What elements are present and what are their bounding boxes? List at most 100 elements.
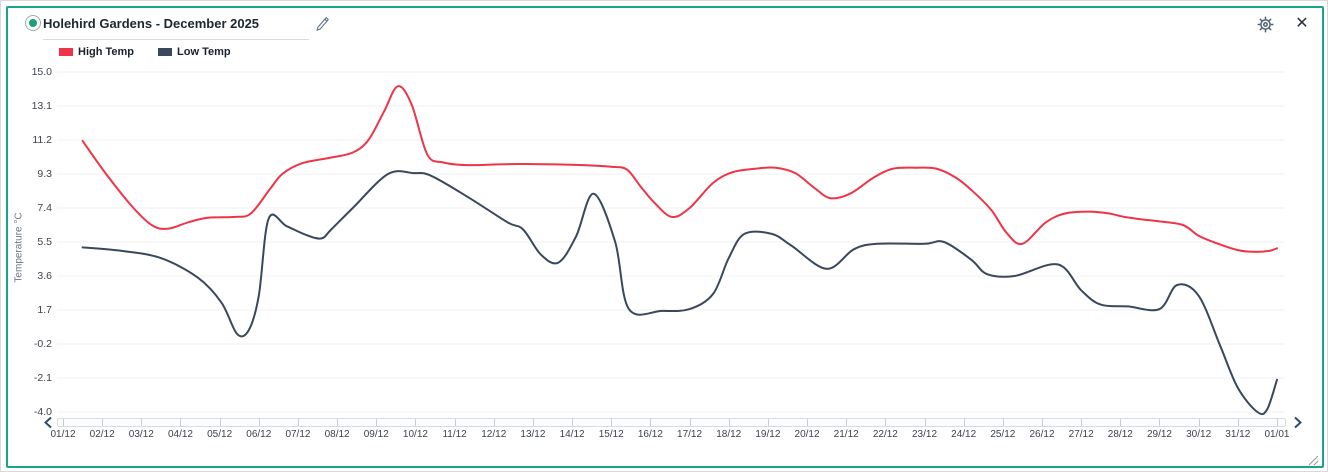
y-tick-label: 15.0 (31, 66, 52, 78)
x-tick-mark (454, 419, 456, 426)
x-tick-mark (1198, 419, 1200, 426)
settings-button[interactable] (1255, 15, 1275, 35)
y-tick-label: 7.4 (37, 202, 52, 214)
x-tick-label: 04/12 (167, 429, 193, 440)
x-tick-mark (1002, 419, 1004, 426)
x-tick-mark (572, 419, 574, 426)
x-tick-label: 27/12 (1068, 429, 1094, 440)
x-tick-label: 21/12 (833, 429, 859, 440)
resize-grip-icon[interactable] (1308, 453, 1319, 466)
widget-title: Holehird Gardens - December 2025 (43, 16, 260, 31)
x-tick-mark (297, 419, 299, 426)
status-dot-icon (25, 15, 41, 31)
x-tick-mark (767, 419, 769, 426)
close-icon: ✕ (1295, 15, 1309, 32)
chart-legend: High Temp Low Temp (59, 45, 231, 59)
legend-item-low-temp[interactable]: Low Temp (158, 45, 231, 59)
x-tick-mark (415, 419, 417, 426)
x-tick-mark (376, 419, 378, 426)
x-tick-label: 03/12 (128, 429, 154, 440)
chart-canvas (57, 71, 1285, 416)
x-tick-label: 30/12 (1186, 429, 1212, 440)
x-tick-label: 18/12 (716, 429, 742, 440)
pencil-icon (315, 16, 330, 36)
series-line-low-temp (81, 170, 1278, 416)
scroll-right-button[interactable] (1291, 416, 1305, 430)
x-tick-label: 11/12 (442, 429, 467, 440)
x-tick-mark (1237, 419, 1239, 426)
y-tick-label: 11.2 (32, 134, 52, 146)
x-tick-mark (728, 419, 730, 426)
legend-swatch (59, 48, 73, 56)
x-tick-label: 19/12 (755, 429, 781, 440)
legend-item-high-temp[interactable]: High Temp (59, 45, 134, 59)
x-tick-label: 16/12 (637, 429, 663, 440)
x-tick-mark (689, 419, 691, 426)
chart-plot-area[interactable]: Temperature °C 15.0 13.1 11.2 9.3 7.4 5.5 3.6 1… (8, 8, 1322, 418)
x-tick-mark (1159, 419, 1161, 426)
close-button[interactable]: ✕ (1292, 14, 1312, 34)
x-tick-label: 08/12 (324, 429, 350, 440)
x-tick-label: 13/12 (520, 429, 546, 440)
x-tick-label: 15/12 (598, 429, 624, 440)
x-tick-mark (258, 419, 260, 426)
x-tick-label: 05/12 (207, 429, 233, 440)
x-tick-mark (493, 419, 495, 426)
chart-widget-inner: Holehird Gardens - December 2025 (8, 8, 1322, 466)
x-tick-label: 12/12 (481, 429, 507, 440)
x-tick-label: 31/12 (1225, 429, 1251, 440)
y-tick-label: 5.5 (37, 236, 52, 248)
y-tick-label: -4.0 (33, 406, 52, 418)
x-tick-label: 28/12 (1107, 429, 1133, 440)
y-tick-label: 13.1 (31, 100, 52, 112)
x-tick-label: 29/12 (1146, 429, 1172, 440)
x-tick-label: 23/12 (912, 429, 938, 440)
x-axis-scrollbar[interactable] (57, 418, 1286, 427)
x-tick-mark (885, 419, 887, 426)
x-tick-label: 20/12 (794, 429, 820, 440)
x-tick-mark (611, 419, 613, 426)
x-tick-label: 26/12 (1029, 429, 1055, 440)
x-tick-mark (63, 419, 64, 426)
gear-icon (1256, 16, 1275, 37)
x-tick-label: 06/12 (246, 429, 272, 440)
x-tick-label: 17/12 (677, 429, 703, 440)
x-tick-mark (141, 419, 143, 426)
x-tick-mark (102, 419, 104, 426)
x-tick-mark (846, 419, 848, 426)
x-tick-label: 09/12 (363, 429, 389, 440)
legend-swatch (158, 48, 173, 56)
x-tick-label: 10/12 (402, 429, 428, 440)
series-line-high-temp (81, 85, 1278, 253)
x-tick-mark (337, 419, 339, 426)
y-tick-label: 9.3 (37, 168, 52, 180)
x-tick-mark (963, 419, 965, 426)
scroll-left-button[interactable] (41, 416, 55, 430)
y-tick-label: -0.2 (33, 338, 52, 350)
legend-label: Low Temp (177, 46, 231, 58)
edit-title-button[interactable] (314, 16, 330, 34)
chart-widget-card: Holehird Gardens - December 2025 (6, 6, 1324, 468)
chevron-right-icon (1293, 416, 1303, 432)
legend-label: High Temp (78, 46, 135, 58)
x-tick-label: 22/12 (872, 429, 898, 440)
x-tick-label: 02/12 (89, 429, 115, 440)
x-axis-labels: 01/12 02/12 03/12 04/12 05/12 06/12 07/12 08/12… (8, 429, 1322, 443)
x-tick-label: 14/12 (559, 429, 585, 440)
x-tick-label: 24/12 (951, 429, 977, 440)
x-tick-label: 07/12 (285, 429, 311, 440)
chevron-left-icon (43, 416, 53, 432)
y-tick-label: 1.7 (37, 304, 52, 316)
x-tick-mark (1081, 419, 1083, 426)
y-tick-label: -2.1 (33, 372, 52, 384)
widget-title-input[interactable]: Holehird Gardens - December 2025 (43, 12, 309, 40)
y-tick-label: 3.6 (37, 270, 52, 282)
x-tick-mark (219, 419, 221, 426)
x-tick-mark (1042, 419, 1043, 426)
x-tick-label: 01/01 (1264, 429, 1290, 440)
x-tick-mark (1276, 419, 1278, 426)
status-dot-inner (29, 19, 37, 27)
x-tick-mark (650, 419, 652, 426)
x-tick-label: 01/12 (50, 429, 76, 440)
